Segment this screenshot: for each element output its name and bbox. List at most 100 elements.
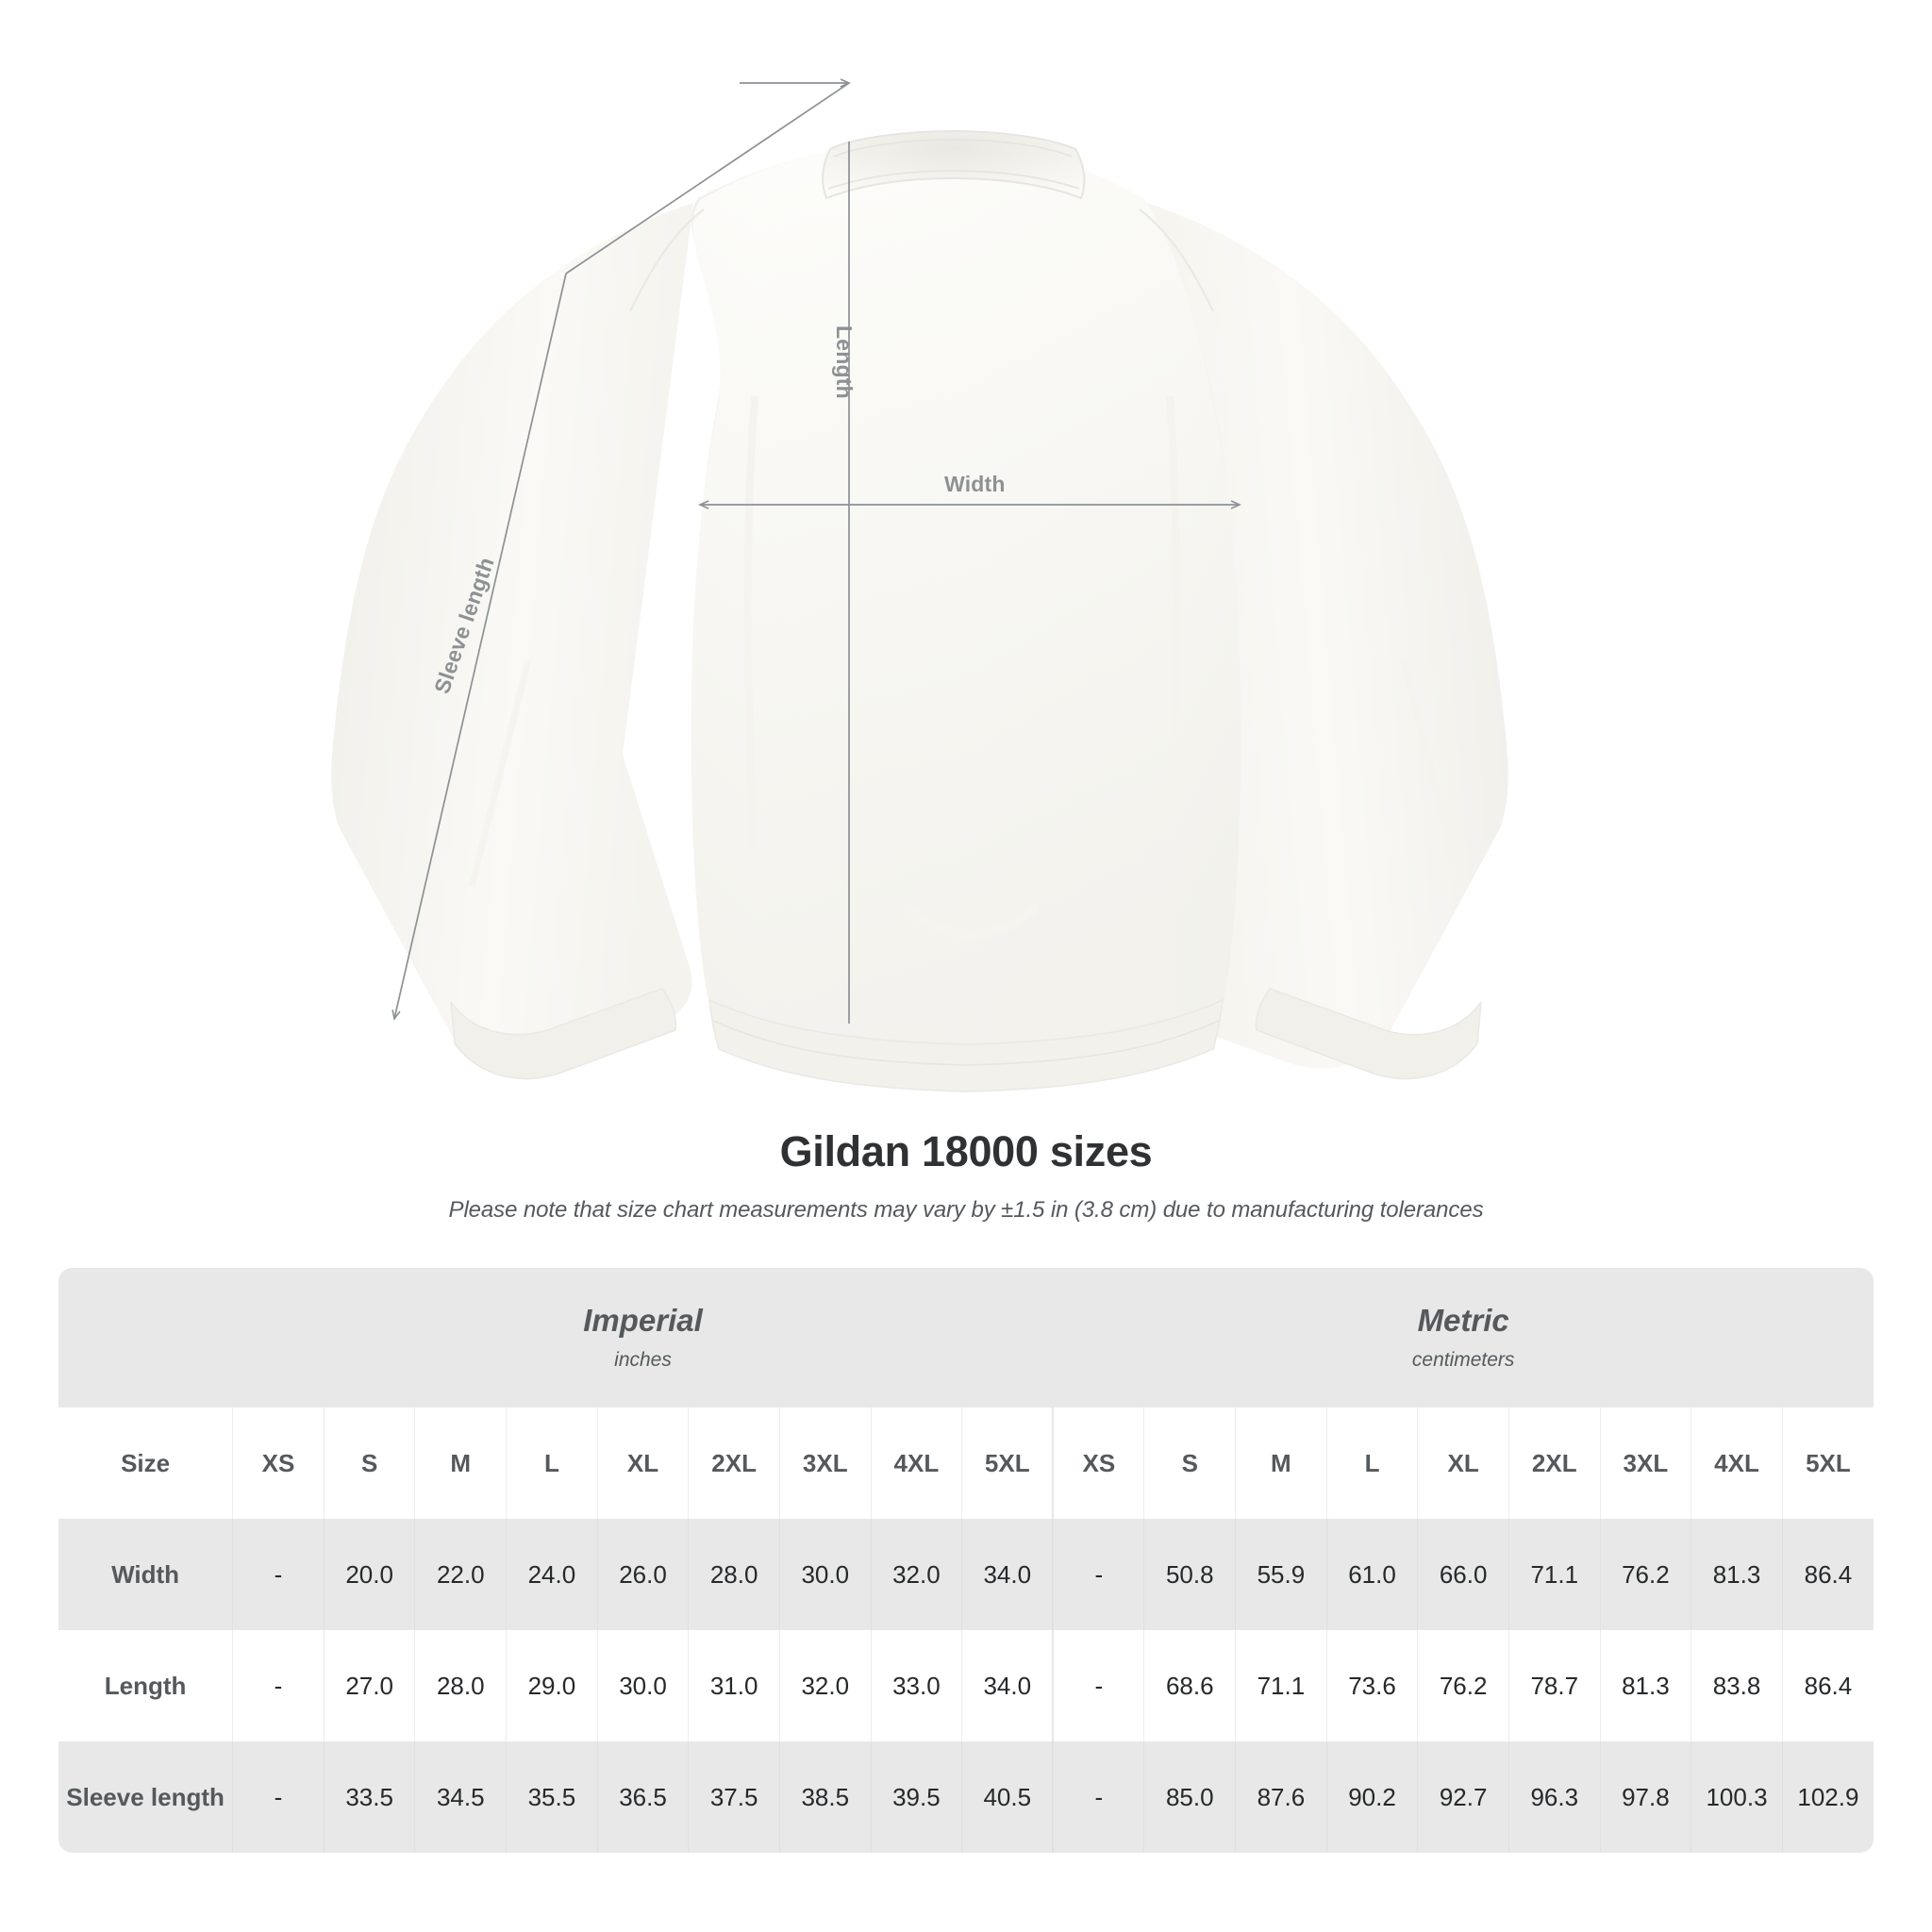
measurement-cell: 30.0 bbox=[778, 1519, 872, 1630]
length-dimension-label: Length bbox=[832, 325, 857, 399]
measurement-cell: 92.7 bbox=[1417, 1741, 1509, 1853]
unit-system-subtitle: inches bbox=[614, 1349, 672, 1372]
table-row: Sleeve length -33.5 34.5 35.5 36.5 37.5 38.5 39… bbox=[58, 1741, 1874, 1853]
size-header-label: Size bbox=[58, 1407, 233, 1519]
size-header-cell: XS bbox=[232, 1407, 325, 1519]
unit-system-subtitle: centimeters bbox=[1411, 1349, 1515, 1372]
unit-system-name: Imperial bbox=[583, 1302, 703, 1338]
measurement-cell: 34.5 bbox=[414, 1741, 507, 1853]
size-header-cell: M bbox=[1235, 1407, 1327, 1519]
size-header-cell: M bbox=[414, 1407, 507, 1519]
measurement-cell: 33.0 bbox=[870, 1630, 962, 1741]
measurement-cell: 29.0 bbox=[506, 1630, 598, 1741]
sweatshirt-illustration bbox=[331, 78, 1508, 1092]
measurement-guides bbox=[391, 78, 1241, 1024]
size-chart-table: Imperial inches Metric centimeters Size XS S M L… bbox=[58, 1268, 1874, 1853]
size-header-cell: L bbox=[506, 1407, 598, 1519]
unit-system-name: Metric bbox=[1417, 1302, 1509, 1338]
measurement-cell: - bbox=[1052, 1519, 1144, 1630]
measurement-cell: 81.3 bbox=[1599, 1630, 1691, 1741]
size-header-cell: 5XL bbox=[961, 1407, 1054, 1519]
measurement-cell: 32.0 bbox=[778, 1630, 872, 1741]
measurement-cell: 40.5 bbox=[961, 1741, 1054, 1853]
measurement-cell: 20.0 bbox=[323, 1519, 415, 1630]
measurement-cell: 85.0 bbox=[1143, 1741, 1236, 1853]
measurement-cell: 68.6 bbox=[1143, 1630, 1236, 1741]
measurement-cell: 38.5 bbox=[778, 1741, 872, 1853]
measurement-cell: 66.0 bbox=[1417, 1519, 1509, 1630]
measurement-cell: 97.8 bbox=[1599, 1741, 1691, 1853]
measurement-cell: 83.8 bbox=[1690, 1630, 1783, 1741]
measurement-cell: 34.0 bbox=[961, 1519, 1054, 1630]
tolerance-note: Please note that size chart measurements… bbox=[448, 1197, 1484, 1223]
measurement-cell: 36.5 bbox=[596, 1741, 689, 1853]
measurement-cell: 33.5 bbox=[323, 1741, 415, 1853]
measurement-cell: 96.3 bbox=[1507, 1741, 1601, 1853]
size-header-cell: 4XL bbox=[1690, 1407, 1783, 1519]
size-header-cell: XL bbox=[596, 1407, 689, 1519]
size-chart-table-wrapper: Imperial inches Metric centimeters Size XS S M L… bbox=[58, 1268, 1874, 1853]
measurement-cell: 55.9 bbox=[1235, 1519, 1327, 1630]
measurement-cell: 22.0 bbox=[414, 1519, 507, 1630]
measurement-cell: 76.2 bbox=[1599, 1519, 1691, 1630]
size-header-cell: XS bbox=[1052, 1407, 1144, 1519]
sleeve-length-guide bbox=[391, 78, 851, 1021]
measurement-cell: - bbox=[1052, 1741, 1144, 1853]
measurement-cell: - bbox=[1052, 1630, 1144, 1741]
width-dimension-label: Width bbox=[944, 472, 1006, 496]
measurement-cell: 86.4 bbox=[1781, 1630, 1874, 1741]
measurement-cell: 27.0 bbox=[323, 1630, 415, 1741]
size-header-cell: 5XL bbox=[1781, 1407, 1874, 1519]
measurement-row-label: Sleeve length bbox=[58, 1741, 233, 1853]
measurement-cell: 100.3 bbox=[1690, 1741, 1783, 1853]
garment-shape bbox=[331, 129, 1508, 1092]
measurement-cell: 24.0 bbox=[506, 1519, 598, 1630]
measurement-cell: 39.5 bbox=[870, 1741, 962, 1853]
size-header-cell: 2XL bbox=[688, 1407, 780, 1519]
size-header-cell: 2XL bbox=[1507, 1407, 1601, 1519]
table-row: Width -20.0 22.0 24.0 26.0 28.0 30.0 32.0 34.0-5… bbox=[58, 1519, 1874, 1630]
measurement-cell: - bbox=[232, 1741, 325, 1853]
size-header-row: Size XS S M L XL 2XL 3XL 4XL 5XL XS S M L XL 2XL 3XL 4XL 5… bbox=[58, 1407, 1874, 1519]
size-header-cell: 4XL bbox=[870, 1407, 962, 1519]
size-header-cell: S bbox=[323, 1407, 415, 1519]
measurement-cell: 81.3 bbox=[1690, 1519, 1783, 1630]
measurement-cell: 73.6 bbox=[1325, 1630, 1418, 1741]
unit-system-row: Imperial inches Metric centimeters bbox=[58, 1268, 1874, 1407]
unit-system-metric: Metric centimeters bbox=[1053, 1268, 1874, 1407]
measurement-cell: 32.0 bbox=[870, 1519, 962, 1630]
size-header-cell: 3XL bbox=[778, 1407, 872, 1519]
measurement-cell: 31.0 bbox=[688, 1630, 780, 1741]
unit-row-spacer bbox=[58, 1268, 233, 1407]
measurement-cell: 90.2 bbox=[1325, 1741, 1418, 1853]
measurement-cell: 71.1 bbox=[1235, 1630, 1327, 1741]
measurement-cell: 26.0 bbox=[596, 1519, 689, 1630]
measurement-row-label: Length bbox=[58, 1630, 233, 1741]
measurement-cell: 71.1 bbox=[1507, 1519, 1601, 1630]
size-header-cell: S bbox=[1143, 1407, 1236, 1519]
measurement-cell: - bbox=[232, 1519, 325, 1630]
title-block: Gildan 18000 sizes Please note that size… bbox=[0, 1127, 1932, 1224]
measurement-cell: 30.0 bbox=[596, 1630, 689, 1741]
measurement-cell: - bbox=[232, 1630, 325, 1741]
measurement-cell: 86.4 bbox=[1781, 1519, 1874, 1630]
table-row: Length -27.0 28.0 29.0 30.0 31.0 32.0 33.0 34.0-… bbox=[58, 1630, 1874, 1741]
size-header-cell: XL bbox=[1417, 1407, 1509, 1519]
measurement-cell: 28.0 bbox=[688, 1519, 780, 1630]
garment-diagram: Length Width Sleeve length bbox=[331, 78, 1508, 1092]
unit-system-imperial: Imperial inches bbox=[232, 1268, 1054, 1407]
measurement-cell: 50.8 bbox=[1143, 1519, 1236, 1630]
size-header-cell: 3XL bbox=[1599, 1407, 1691, 1519]
measurement-cell: 35.5 bbox=[506, 1741, 598, 1853]
measurement-cell: 87.6 bbox=[1235, 1741, 1327, 1853]
measurement-cell: 102.9 bbox=[1781, 1741, 1874, 1853]
size-header-cell: L bbox=[1325, 1407, 1418, 1519]
measurement-cell: 37.5 bbox=[688, 1741, 780, 1853]
measurement-cell: 34.0 bbox=[961, 1630, 1054, 1741]
measurement-row-label: Width bbox=[58, 1519, 233, 1630]
measurement-cell: 61.0 bbox=[1325, 1519, 1418, 1630]
measurement-cell: 28.0 bbox=[414, 1630, 507, 1741]
page-title: Gildan 18000 sizes bbox=[779, 1127, 1153, 1175]
measurement-cell: 78.7 bbox=[1507, 1630, 1601, 1741]
measurement-cell: 76.2 bbox=[1417, 1630, 1509, 1741]
